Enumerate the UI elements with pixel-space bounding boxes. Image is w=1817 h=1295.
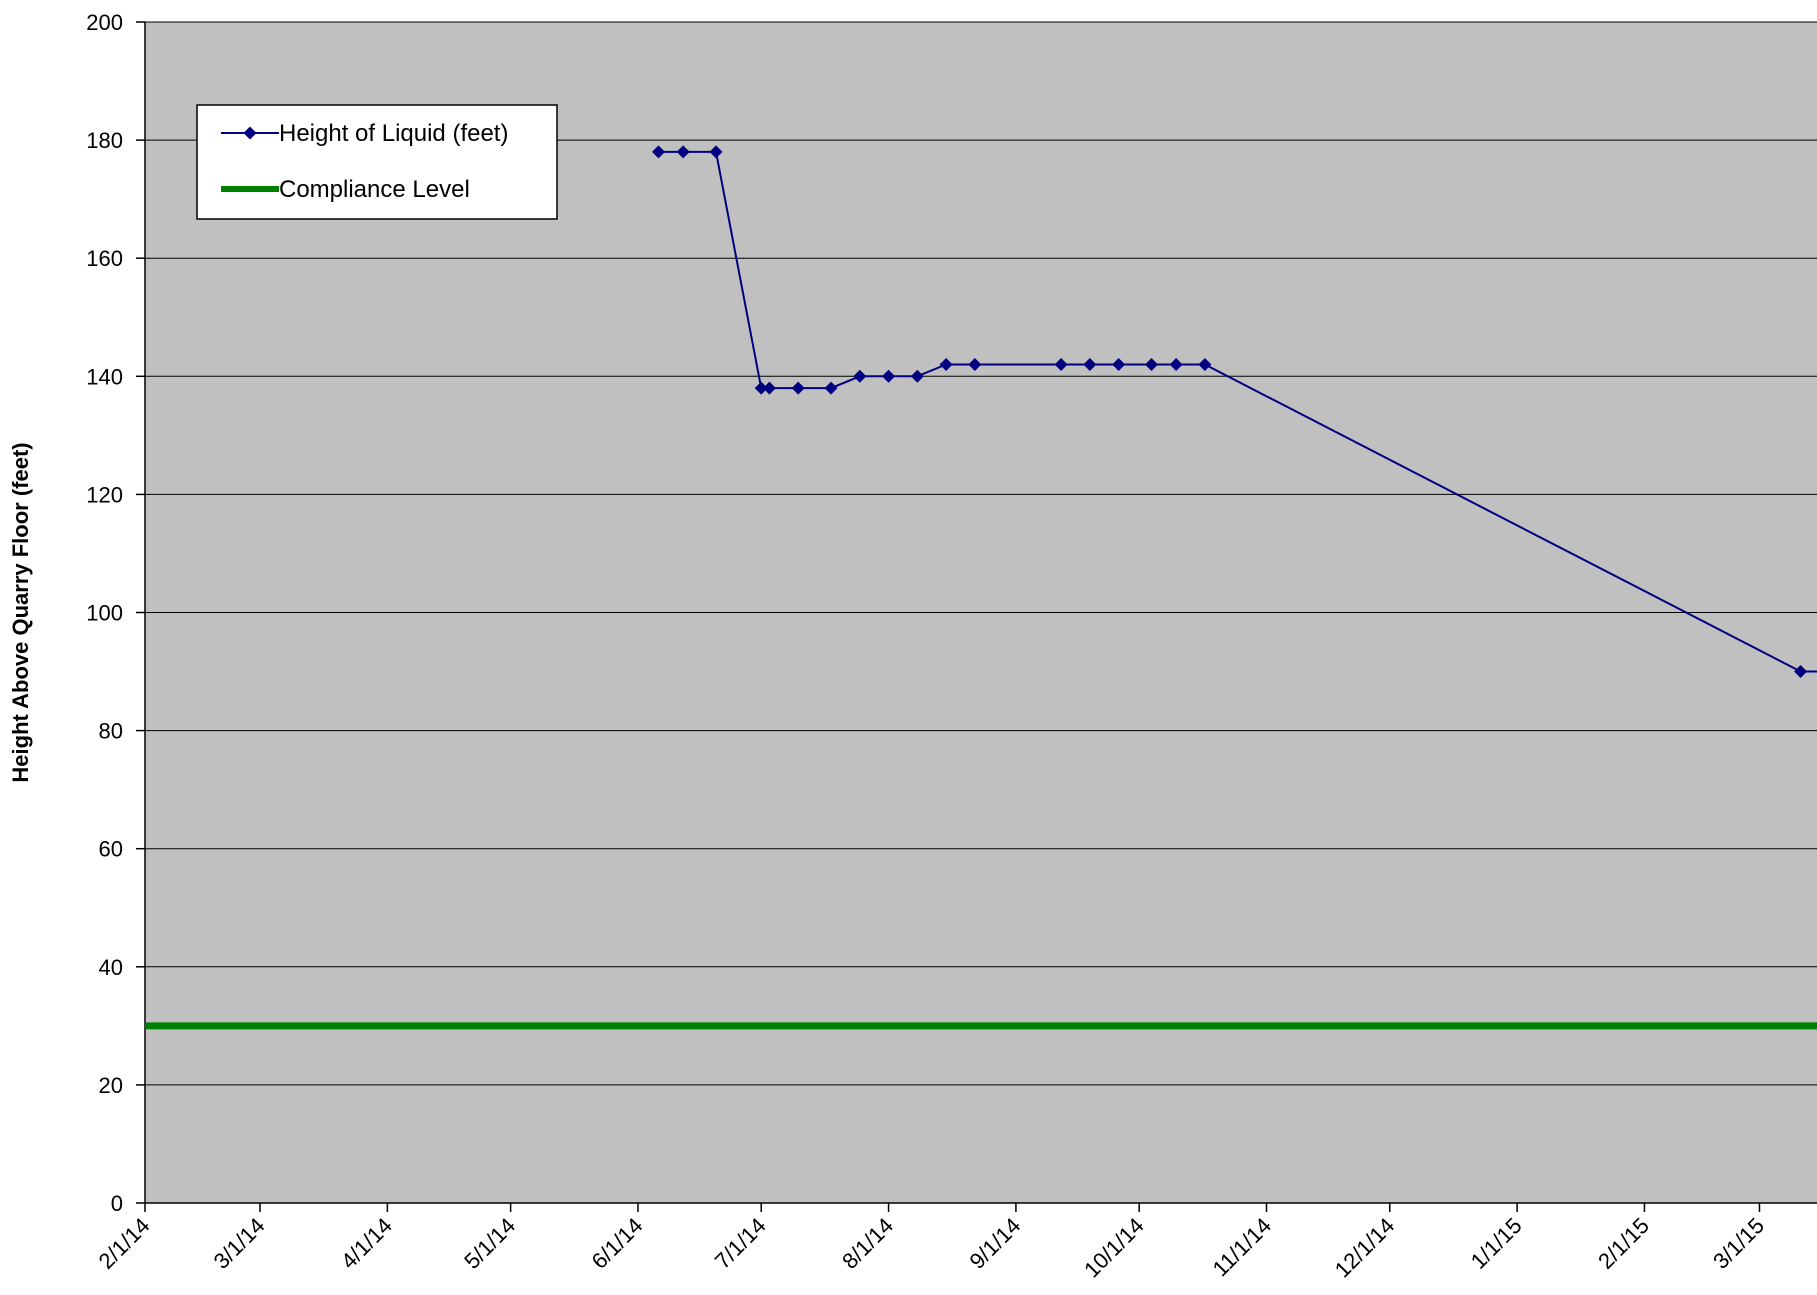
data-point-marker: [1054, 357, 1068, 371]
data-point-marker: [853, 369, 867, 383]
data-point-marker: [1112, 357, 1126, 371]
legend: Height of Liquid (feet) Compliance Level: [196, 104, 558, 220]
y-tick-label: 200: [86, 10, 123, 35]
y-tick-label: 100: [86, 601, 123, 626]
y-tick-label: 120: [86, 482, 123, 507]
y-tick-label: 20: [99, 1073, 123, 1098]
y-tick-label: 60: [99, 837, 123, 862]
y-tick-label: 180: [86, 128, 123, 153]
data-point-marker: [824, 381, 838, 395]
data-point-marker: [754, 381, 768, 395]
liquid-height-series: [652, 145, 1817, 679]
data-point-marker: [910, 369, 924, 383]
legend-box: [196, 104, 558, 220]
data-point-marker: [652, 145, 666, 159]
data-point-marker: [1083, 357, 1097, 371]
y-axis-title: Height Above Quarry Floor (feet): [8, 442, 33, 782]
data-point-marker: [709, 145, 723, 159]
gridlines: [145, 21, 1817, 1086]
y-tick-label: 0: [111, 1191, 123, 1216]
y-tick-label: 80: [99, 719, 123, 744]
data-point-marker: [1198, 357, 1212, 371]
y-tick-label: 160: [86, 246, 123, 271]
y-tick-label: 140: [86, 364, 123, 389]
data-point-marker: [1169, 357, 1183, 371]
legend-label-compliance: Compliance Level: [279, 176, 470, 203]
data-point-marker: [791, 381, 805, 395]
data-point-marker: [676, 145, 690, 159]
y-tick-label: 40: [99, 955, 123, 980]
data-point-marker: [762, 381, 776, 395]
legend-swatch-liquid-marker: [243, 126, 257, 140]
legend-label-liquid: Height of Liquid (feet): [279, 120, 508, 147]
y-tick-labels: 0 20 40 60 80 100 120 140 160 180 200: [86, 10, 123, 1216]
axes: [136, 21, 1817, 1212]
data-point-marker: [882, 369, 896, 383]
data-point-marker: [1144, 357, 1158, 371]
data-point-marker: [939, 357, 953, 371]
data-point-marker: [968, 357, 982, 371]
